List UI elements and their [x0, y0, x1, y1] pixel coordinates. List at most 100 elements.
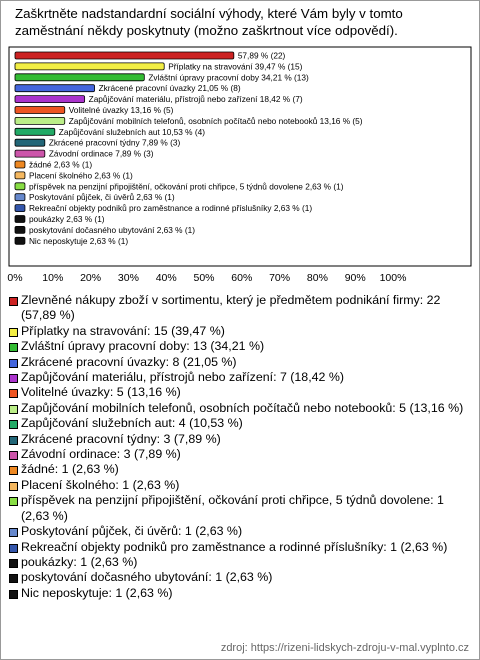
legend-swatch — [9, 589, 18, 599]
legend-swatch — [9, 497, 18, 507]
legend-swatch — [9, 374, 18, 384]
legend-label: Zkrácené pracovní úvazky: 8 (21,05 %) — [21, 354, 237, 369]
legend-item: Příplatky na stravování: 15 (39,47 %) — [9, 324, 471, 339]
legend-swatch — [9, 389, 18, 399]
legend-item: Zapůjčování materiálu, přístrojů nebo za… — [9, 370, 471, 385]
bar-label: žádné 2,63 % (1) — [29, 160, 92, 170]
legend-label: Zapůjčování materiálu, přístrojů nebo za… — [21, 370, 345, 385]
bar — [14, 215, 26, 223]
bar — [14, 73, 145, 82]
legend-label: Rekreační objekty podniků pro zaměstnanc… — [21, 539, 448, 554]
bar-label: Volitelné úvazky 13,16 % (5) — [69, 105, 174, 115]
legend-item: Poskytování půjček, či úvěrů: 1 (2,63 %) — [9, 524, 471, 539]
x-tick-label: 20% — [80, 272, 101, 284]
legend-label: Příplatky na stravování: 15 (39,47 %) — [21, 323, 225, 338]
legend-swatch — [9, 435, 18, 445]
legend-label: Placení školného: 1 (2,63 %) — [21, 477, 180, 492]
legend-item: Zapůjčování služebních aut: 4 (10,53 %) — [9, 416, 471, 431]
legend-swatch — [9, 481, 18, 491]
bar — [14, 62, 165, 71]
legend-item: Zkrácené pracovní úvazky: 8 (21,05 %) — [9, 355, 471, 370]
legend-label: žádné: 1 (2,63 %) — [21, 462, 119, 477]
bar-label: Příplatky na stravování 39,47 % (15) — [168, 61, 302, 71]
legend-item: Rekreační objekty podniků pro zaměstnanc… — [9, 540, 471, 555]
legend-item: žádné: 1 (2,63 %) — [9, 462, 471, 477]
bar — [14, 160, 26, 169]
legend-label: Poskytování půjček, či úvěrů: 1 (2,63 %) — [21, 524, 243, 539]
legend-item: Zlevněné nákupy zboží v sortimentu, kter… — [9, 293, 471, 324]
legend-label: Závodní ordinace: 3 (7,89 %) — [21, 447, 181, 462]
bar — [14, 171, 26, 180]
legend-swatch — [9, 543, 18, 553]
legend-item: Zkrácené pracovní týdny: 3 (7,89 %) — [9, 432, 471, 447]
legend-label: Zvláštní úpravy pracovní doby: 13 (34,21… — [21, 339, 265, 354]
bar — [14, 117, 66, 125]
bar-label: Zvláštní úpravy pracovní doby 34,21 % (1… — [148, 72, 309, 82]
legend-swatch — [9, 558, 18, 568]
x-tick-label: 50% — [193, 272, 214, 284]
legend-item: Placení školného: 1 (2,63 %) — [9, 478, 471, 493]
x-tick-label: 90% — [345, 272, 366, 284]
bar — [14, 182, 26, 191]
bar — [14, 84, 95, 93]
legend-item: Závodní ordinace: 3 (7,89 %) — [9, 447, 471, 462]
bar — [14, 51, 235, 60]
bar-label: Zkrácené pracovní úvazky 21,05 % (8) — [99, 83, 241, 93]
x-tick-label: 0% — [7, 272, 22, 284]
bar-label: poukázky 2,63 % (1) — [29, 214, 105, 224]
chart: 0% 10% 20% 30% 40% 50% 60% 70% 80% 90% 100% 57,89 %… — [7, 46, 472, 284]
legend-label: Zlevněné nákupy zboží v sortimentu, kter… — [21, 293, 441, 323]
x-tick-label: 10% — [42, 272, 63, 284]
x-tick-label: 60% — [231, 272, 252, 284]
legend-swatch — [9, 327, 18, 337]
legend-label: poukázky: 1 (2,63 %) — [21, 554, 138, 569]
legend-swatch — [9, 297, 18, 306]
legend-item: Zapůjčování mobilních telefonů, osobních… — [9, 401, 471, 416]
bar-label: Závodní ordinace 7,89 % (3) — [49, 149, 154, 159]
legend-label: příspěvek na penzijní připojištění, očko… — [21, 493, 444, 523]
legend: Zlevněné nákupy zboží v sortimentu, kter… — [9, 293, 471, 601]
bar-label: Nic neposkytuje 2,63 % (1) — [29, 236, 128, 246]
bar — [14, 95, 86, 103]
legend-swatch — [9, 404, 18, 414]
source: zdroj: https://rizeni-lidskych-zdroju-v-… — [220, 642, 469, 654]
legend-item: Volitelné úvazky: 5 (13,16 %) — [9, 385, 471, 400]
bar-label: Zkrácené pracovní týdny 7,89 % (3) — [49, 138, 181, 148]
legend-label: Zkrácené pracovní týdny: 3 (7,89 %) — [21, 431, 221, 446]
bar — [14, 127, 56, 136]
legend-swatch — [9, 528, 18, 538]
chart-title: Zaškrtněte nadstandardní sociální výhody… — [15, 6, 403, 38]
legend-item: Zvláštní úpravy pracovní doby: 13 (34,21… — [9, 339, 471, 354]
bar — [14, 204, 26, 213]
plot-frame — [8, 46, 472, 267]
bar — [14, 236, 26, 245]
legend-swatch — [9, 358, 18, 368]
bar-label: Placení školného 2,63 % (1) — [29, 170, 133, 180]
bar — [14, 225, 26, 234]
legend-label: Nic neposkytuje: 1 (2,63 %) — [21, 585, 173, 600]
legend-swatch — [9, 574, 18, 584]
legend-label: Zapůjčování mobilních telefonů, osobních… — [21, 400, 464, 415]
legend-label: Zapůjčování služebních aut: 4 (10,53 %) — [21, 416, 243, 431]
legend-item: poukázky: 1 (2,63 %) — [9, 555, 471, 570]
bar-label: Zapůjčování materiálu, přístrojů nebo za… — [89, 94, 303, 104]
legend-swatch — [9, 466, 18, 476]
legend-item: Nic neposkytuje: 1 (2,63 %) — [9, 586, 471, 601]
bar-label: Zapůjčování mobilních telefonů, osobních… — [69, 116, 363, 126]
x-tick-label: 80% — [307, 272, 328, 284]
legend-label: Volitelné úvazky: 5 (13,16 %) — [21, 385, 181, 400]
bar-label: Zapůjčování služebních aut 10,53 % (4) — [59, 127, 205, 137]
legend-swatch — [9, 451, 18, 461]
legend-swatch — [9, 343, 18, 353]
x-tick-label: 30% — [118, 272, 139, 284]
bar-label: poskytování dočasného ubytování 2,63 % (… — [29, 225, 195, 235]
bar-label: Rekreační objekty podniků pro zaměstnanc… — [29, 203, 312, 213]
bar-label: Poskytování půjček, či úvěrů 2,63 % (1) — [29, 192, 175, 202]
bar — [14, 138, 46, 147]
x-tick-label: 70% — [269, 272, 290, 284]
x-tick-label: 40% — [156, 272, 177, 284]
bar-label: 57,89 % (22) — [238, 51, 286, 61]
bar-label: příspěvek na penzijní připojištění, očko… — [29, 181, 344, 191]
legend-item: příspěvek na penzijní připojištění, očko… — [9, 493, 471, 524]
